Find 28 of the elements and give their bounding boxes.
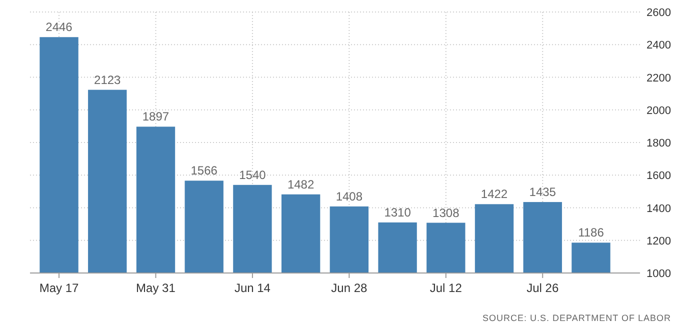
x-tick-label: Jul 26 bbox=[526, 281, 559, 295]
y-tick-label: 1400 bbox=[646, 202, 671, 215]
data-label: 2123 bbox=[94, 72, 122, 87]
y-tick-label: 2000 bbox=[646, 104, 671, 117]
x-tick-label: May 17 bbox=[39, 281, 80, 295]
x-tick-label: Jul 12 bbox=[430, 281, 462, 295]
source-note: SOURCE: U.S. DEPARTMENT OF LABOR bbox=[482, 313, 671, 323]
y-tick-label: 1600 bbox=[646, 170, 671, 182]
data-label: 1310 bbox=[384, 205, 412, 220]
y-tick-label: 2600 bbox=[646, 7, 671, 19]
y-tick-label: 1200 bbox=[646, 235, 671, 248]
data-label: 1408 bbox=[336, 189, 363, 204]
y-tick-label: 1800 bbox=[646, 138, 671, 150]
y-tick-label: 1000 bbox=[646, 268, 671, 280]
data-label: 1540 bbox=[239, 168, 266, 182]
x-tick-label: Jun 28 bbox=[331, 281, 368, 295]
data-label: 1308 bbox=[432, 206, 460, 220]
x-tick-label: Jun 14 bbox=[234, 281, 271, 295]
x-tick-label: May 31 bbox=[136, 281, 176, 295]
y-tick-label: 2200 bbox=[646, 72, 671, 84]
data-label: 1482 bbox=[287, 177, 314, 192]
data-label: 1566 bbox=[190, 164, 218, 178]
data-label: 1435 bbox=[529, 185, 556, 200]
data-label: 1422 bbox=[480, 187, 508, 202]
data-label: 2446 bbox=[46, 20, 73, 34]
y-tick-label: 2400 bbox=[646, 40, 671, 52]
data-label: 1186 bbox=[578, 226, 604, 240]
data-label: 1897 bbox=[142, 110, 170, 124]
